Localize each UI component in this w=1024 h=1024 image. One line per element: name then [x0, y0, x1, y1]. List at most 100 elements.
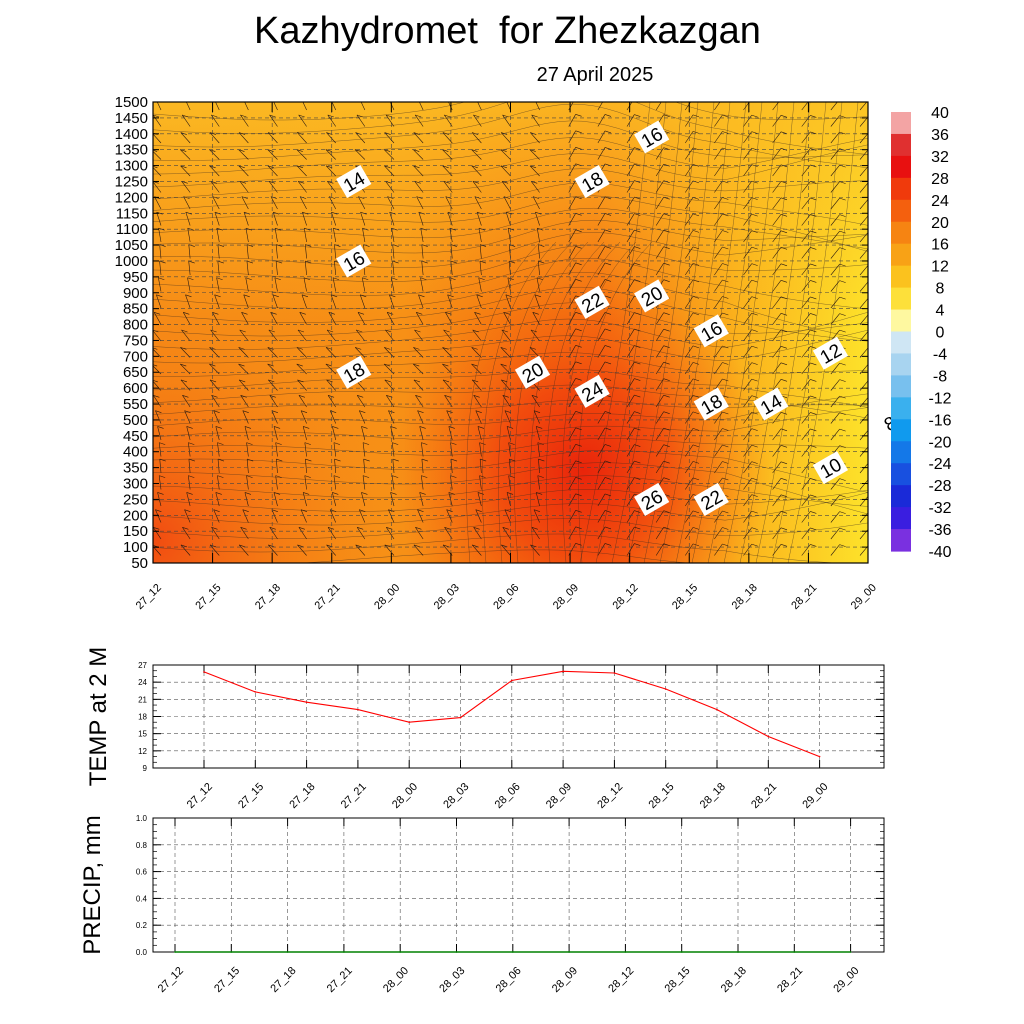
- wind-barb-flag: [692, 477, 700, 481]
- colorbar-swatch: [891, 309, 911, 322]
- y-tick-label: 15: [138, 730, 147, 739]
- wind-barb: [297, 544, 307, 556]
- wind-barb-flag: [305, 260, 312, 264]
- wind-barb: [626, 279, 635, 292]
- wind-barb-flag: [501, 329, 508, 333]
- wind-barb-flag: [575, 477, 582, 480]
- wind-barb: [743, 312, 752, 325]
- colorbar-label: 12: [931, 259, 949, 276]
- wind-barb: [626, 246, 635, 259]
- y-tick-label: 500: [123, 412, 148, 429]
- wind-barb-flag: [634, 460, 641, 464]
- wind-barb-flag: [421, 442, 428, 445]
- wind-barb: [476, 294, 482, 309]
- wind-barb-flag: [839, 280, 846, 283]
- cross-section-panel: 5010015020025030035040045050055060065070…: [115, 94, 908, 612]
- wind-barb-flag: [387, 196, 394, 199]
- wind-barb: [241, 196, 249, 210]
- wind-barb-flag: [663, 246, 670, 250]
- contour-label-box: [574, 374, 610, 408]
- wind-barb-flag: [156, 211, 163, 215]
- wind-barb: [267, 165, 278, 177]
- wind-barb: [500, 347, 511, 358]
- wind-barb: [356, 527, 366, 540]
- wind-barb: [743, 411, 752, 424]
- isotherm-line: [595, 102, 667, 563]
- wind-barb: [239, 181, 249, 193]
- wind-barb: [597, 328, 606, 342]
- wind-barb-flag: [304, 475, 311, 478]
- wind-barb: [214, 294, 220, 309]
- wind-barb-flag: [476, 211, 484, 215]
- x-tick-label: 27_21: [313, 582, 343, 612]
- wind-barb-flag: [634, 229, 641, 233]
- y-tick-label: 1500: [115, 94, 148, 111]
- wind-barb: [830, 428, 840, 441]
- wind-barb-flag: [634, 345, 641, 348]
- wind-barb-flag: [305, 458, 312, 462]
- wind-barb-flag: [275, 260, 283, 264]
- wind-barb-flag: [810, 428, 817, 432]
- wind-barb-flag: [839, 181, 846, 184]
- wind-barb-flag: [155, 410, 162, 413]
- wind-barb-flag: [296, 363, 303, 367]
- wind-barb-flag: [751, 411, 758, 415]
- wind-barb-flag: [869, 429, 875, 431]
- isotherm-line: [771, 102, 843, 563]
- wind-barb-flag: [780, 296, 788, 300]
- wind-barb-flag: [413, 379, 421, 383]
- colorbar-label: -28: [928, 478, 951, 495]
- x-tick-label: 29_00: [800, 781, 830, 811]
- wind-barb-flag: [604, 279, 612, 282]
- wind-barb: [685, 444, 694, 457]
- wind-barb: [246, 442, 249, 457]
- wind-barb-flag: [334, 458, 341, 462]
- wind-barb-flag: [448, 426, 455, 429]
- wind-barb: [535, 212, 540, 226]
- wind-barb-flag: [362, 442, 370, 445]
- wind-barb-flag: [180, 544, 188, 548]
- wind-barb: [413, 149, 424, 160]
- isotherm-line: [578, 241, 653, 563]
- wind-barb-flag: [780, 131, 788, 135]
- wind-barb-flag: [634, 477, 641, 480]
- wind-barb: [186, 102, 191, 111]
- wind-barb-flag: [575, 279, 582, 282]
- x-tick-label: 28_09: [551, 582, 581, 612]
- contour-label-box: [634, 120, 670, 154]
- wind-barb-flag: [442, 165, 449, 169]
- wind-barb-flag: [416, 312, 423, 315]
- wind-barb-flag: [508, 260, 516, 264]
- wind-barb-flag: [329, 196, 336, 199]
- wind-barb-flag: [839, 544, 846, 547]
- wind-barb-flag: [446, 410, 453, 413]
- wind-barb-flag: [273, 426, 281, 429]
- wind-barb: [479, 244, 482, 259]
- wind-barb: [273, 102, 278, 111]
- wind-barb: [772, 445, 782, 457]
- y-tick-label: 0.4: [136, 894, 148, 903]
- wind-barb: [158, 442, 162, 457]
- wind-barb: [447, 294, 453, 309]
- wind-barb: [597, 444, 606, 457]
- wind-barb: [859, 102, 868, 111]
- wind-barb-flag: [479, 260, 487, 264]
- wind-barb: [535, 102, 540, 111]
- wind-barb: [772, 102, 780, 111]
- wind-barb-flag: [501, 379, 508, 383]
- wind-barb: [536, 277, 540, 292]
- wind-barb-flag: [751, 312, 758, 316]
- wind-barb-flag: [810, 362, 817, 366]
- wind-barb: [801, 296, 811, 309]
- wind-barb: [155, 509, 162, 523]
- wind-barb: [743, 477, 752, 490]
- wind-barb-flag: [575, 262, 582, 266]
- wind-barb: [472, 181, 482, 193]
- wind-barb-flag: [869, 446, 875, 448]
- wind-barb-flag: [217, 475, 224, 478]
- isotherm-line: [498, 241, 573, 563]
- wind-barb-flag: [751, 164, 758, 167]
- wind-barb: [413, 132, 424, 144]
- wind-barb: [328, 196, 337, 210]
- wind-barb: [626, 378, 635, 391]
